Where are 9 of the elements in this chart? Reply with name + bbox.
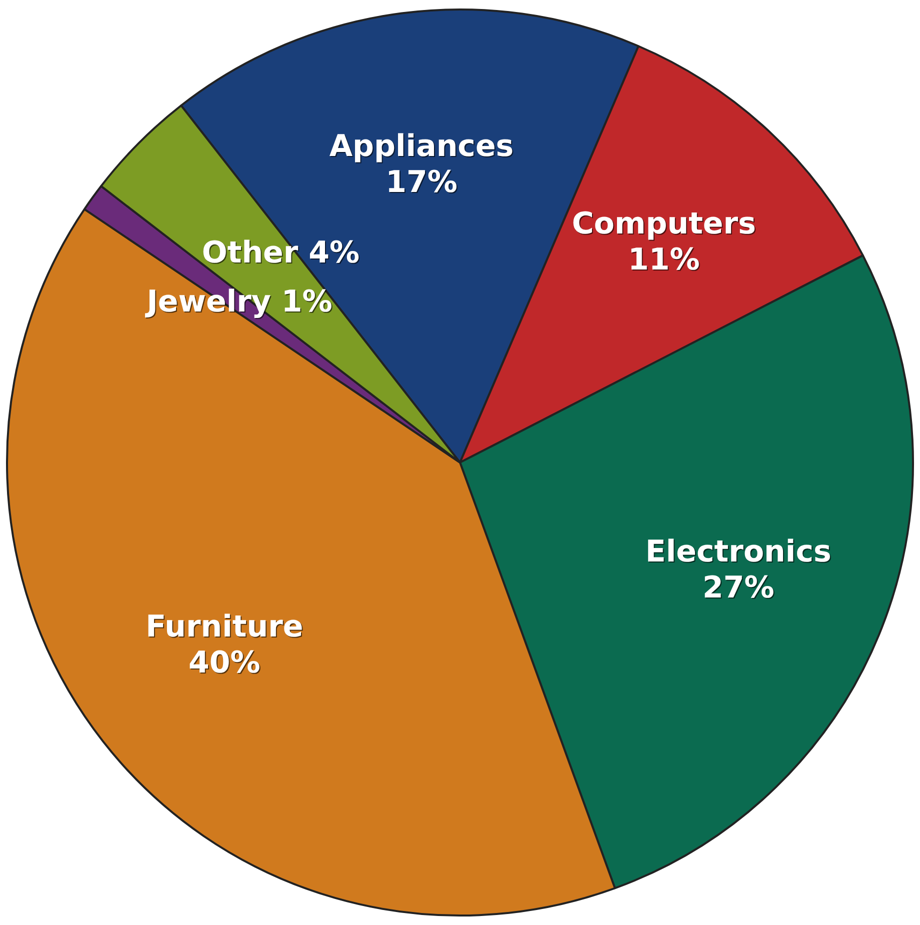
slice-label: Computers — [572, 206, 756, 242]
slice-label: Other 4% — [202, 235, 360, 270]
data-label: 40% — [188, 645, 260, 680]
data-label: 27% — [702, 570, 774, 606]
data-label: 11% — [628, 242, 700, 278]
data-label: 17% — [386, 164, 458, 200]
slice-label: Electronics — [645, 534, 832, 570]
slice-label: Furniture — [146, 609, 304, 644]
slice-label: Appliances — [329, 128, 514, 164]
